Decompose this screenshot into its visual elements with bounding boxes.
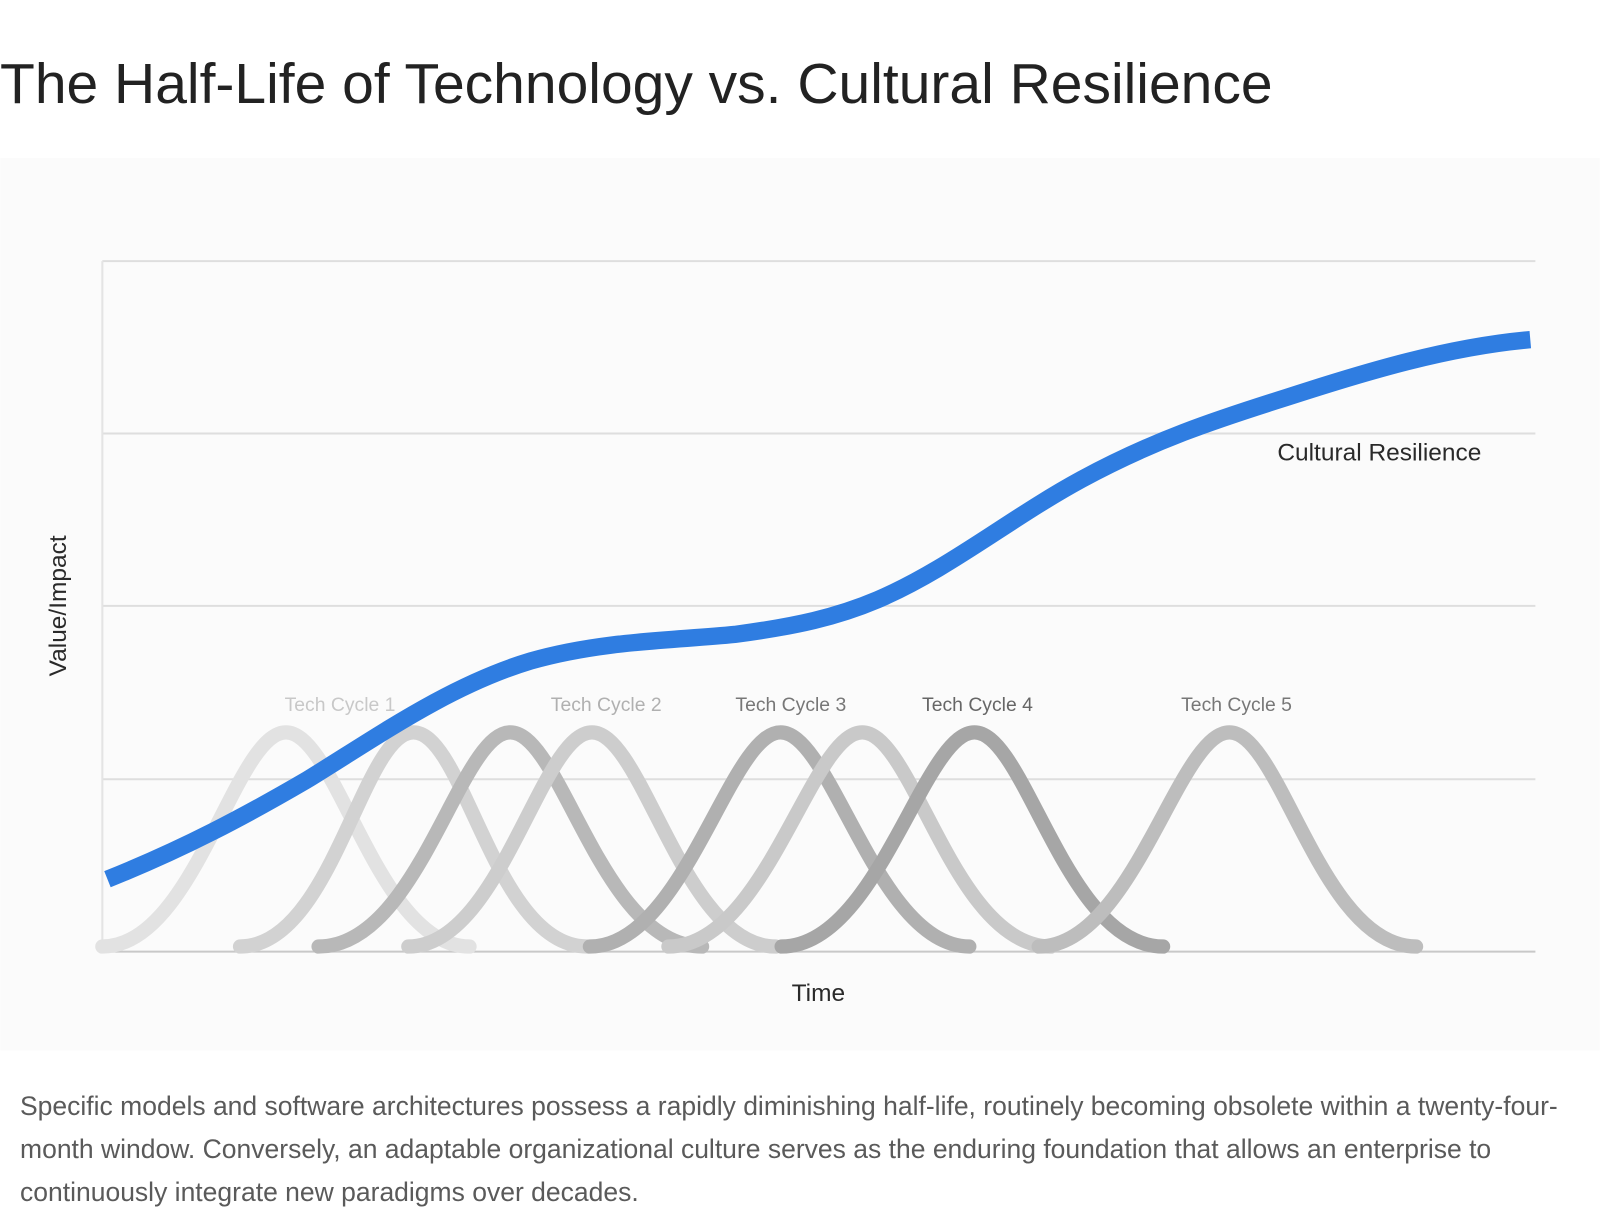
cycle-curve (1031, 725, 1424, 954)
cycle-curve (774, 725, 1171, 954)
gridlines (101, 260, 1536, 953)
tech-cycles (95, 725, 1424, 954)
resilience-curve (104, 331, 1532, 888)
page-title: The Half-Life of Technology vs. Cultural… (0, 52, 1273, 116)
curve-label: Cultural Resilience (1277, 439, 1481, 466)
cycle-label: Tech Cycle 3 (735, 694, 846, 716)
cycle-curve (582, 725, 977, 954)
x-axis-label: Time (792, 980, 845, 1007)
cycle-label: Tech Cycle 5 (1181, 694, 1292, 716)
caption: Specific models and software architectur… (20, 1091, 1558, 1207)
y-axis-label: Value/Impact (45, 535, 72, 676)
cycle-curve (661, 725, 1059, 954)
figure-background (0, 158, 1600, 1051)
cycle-label: Tech Cycle 1 (285, 694, 396, 716)
cycle-label: Tech Cycle 4 (922, 694, 1033, 716)
cycle-curve (232, 725, 594, 954)
cycle-curve (311, 725, 710, 954)
cycle-label: Tech Cycle 2 (551, 694, 662, 716)
cycle-curve (401, 725, 783, 954)
